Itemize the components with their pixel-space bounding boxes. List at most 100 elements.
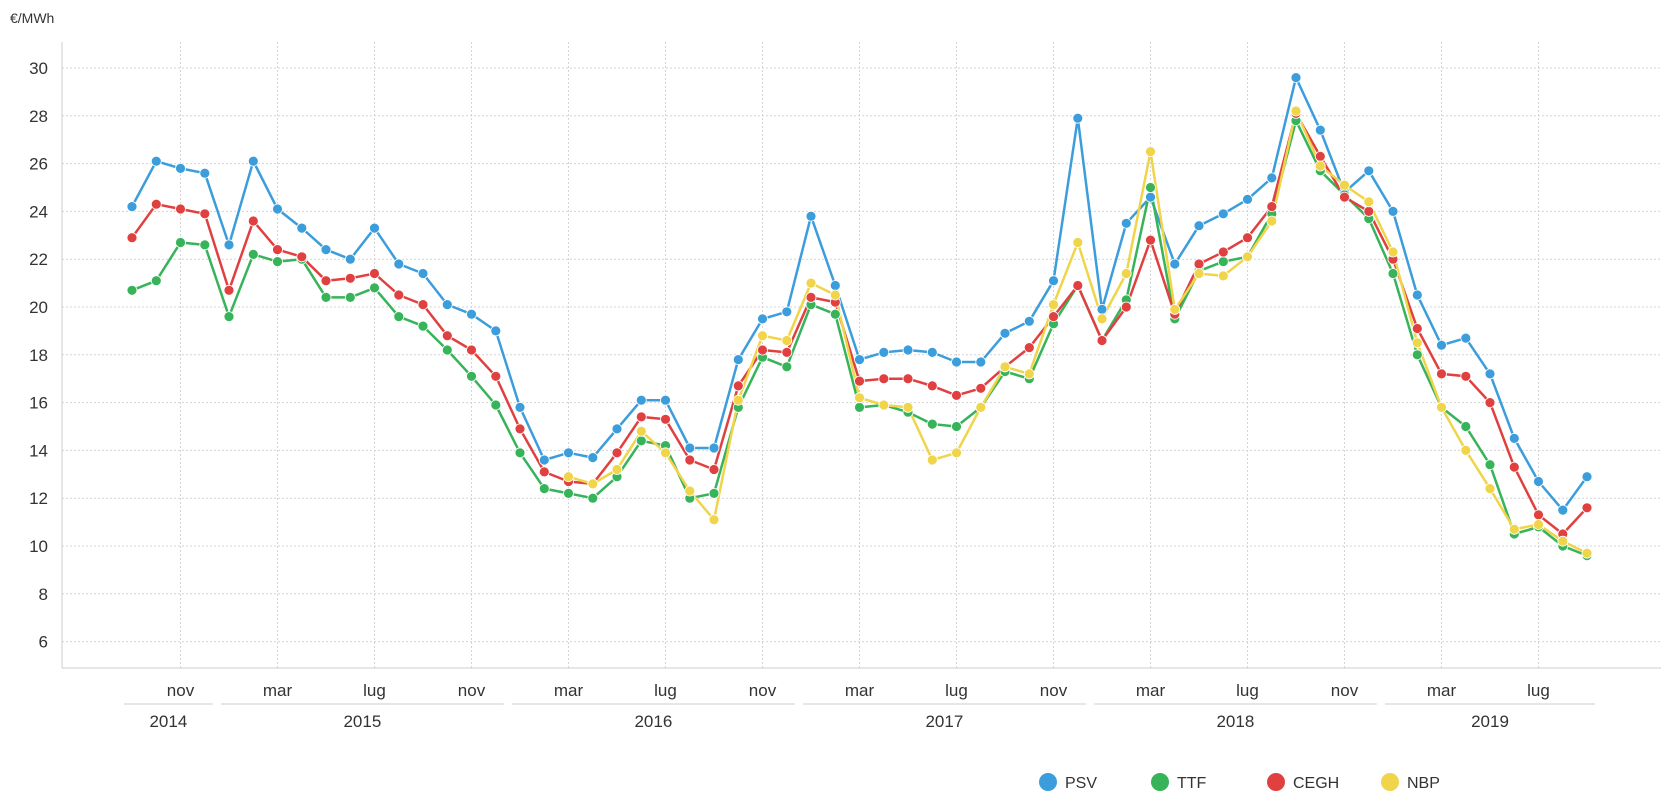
data-point-psv [781,306,793,318]
data-point-nbp [1048,299,1059,311]
y-tick-label: 10 [29,537,48,556]
data-point-psv [1387,205,1399,217]
data-point-ttf [926,418,938,430]
data-point-cegh [1096,335,1108,346]
data-point-nbp [1169,303,1181,315]
data-point-psv [223,239,235,251]
data-point-cegh [1339,191,1350,203]
data-point-nbp [1217,270,1229,282]
data-point-psv [854,354,865,366]
data-point-cegh [417,299,429,311]
data-point-psv [732,354,744,366]
year-label: 2016 [634,712,672,731]
data-point-ttf [854,401,865,413]
x-tick-label: mar [1427,681,1457,700]
data-point-psv [1508,432,1520,444]
data-point-ttf [417,320,429,332]
data-point-ttf [1484,459,1496,471]
y-tick-label: 14 [29,441,48,460]
data-point-nbp [635,425,647,437]
legend-label-nbp: NBP [1407,775,1440,792]
data-point-nbp [1193,268,1205,279]
data-point-cegh [344,272,356,284]
y-tick-label: 18 [29,346,48,365]
data-point-psv [466,308,477,320]
data-point-cegh [320,275,332,287]
x-tick-label: mar [554,681,584,700]
data-point-cegh [126,232,138,244]
legend-marker-ttf [1151,773,1169,791]
data-point-cegh [441,330,453,342]
data-point-psv [1363,165,1375,177]
data-point-psv [951,356,962,368]
data-point-nbp [1145,146,1156,158]
data-point-nbp [1581,547,1593,559]
data-point-psv [175,162,186,174]
data-point-cegh [684,454,696,466]
data-point-ttf [587,492,599,504]
data-point-cegh [1581,502,1593,514]
data-point-psv [1266,172,1278,184]
data-point-cegh [951,389,962,401]
data-point-psv [684,442,696,454]
data-point-cegh [1533,509,1544,521]
data-point-psv [829,280,841,291]
data-point-ttf [150,275,162,287]
data-point-psv [878,346,890,358]
data-point-psv [1145,191,1156,203]
data-point-psv [1557,504,1569,516]
data-point-cegh [1266,201,1278,213]
data-point-psv [611,423,623,435]
y-tick-label: 16 [29,394,48,413]
data-point-psv [805,210,817,222]
x-tick-label: mar [263,681,293,700]
data-point-psv [1533,476,1544,487]
data-point-nbp [829,289,841,301]
data-point-cegh [1484,397,1496,409]
data-point-psv [660,394,671,406]
data-point-psv [1460,332,1472,344]
x-tick-label: mar [845,681,875,700]
data-point-nbp [1411,337,1423,349]
data-point-nbp [611,464,623,475]
data-point-nbp [926,454,938,466]
x-tick-label: nov [1331,681,1359,700]
legend-marker-nbp [1381,773,1399,791]
data-point-cegh [781,346,793,358]
data-point-nbp [902,401,914,413]
x-tick-label: lug [1527,681,1550,700]
data-point-psv [247,155,259,167]
data-point-cegh [1145,234,1156,246]
data-point-nbp [1436,401,1447,413]
data-point-cegh [466,344,477,356]
data-point-psv [320,244,332,256]
data-point-cegh [708,464,720,475]
data-point-nbp [975,401,987,413]
y-tick-label: 22 [29,250,48,269]
legend-label-psv: PSV [1065,775,1097,792]
legend-marker-cegh [1267,773,1285,791]
data-point-ttf [1411,349,1423,361]
data-point-nbp [1266,215,1278,227]
data-point-psv [393,258,405,270]
data-point-psv [369,222,380,234]
y-tick-label: 24 [29,202,48,221]
legend-label-ttf: TTF [1177,775,1207,792]
data-point-ttf [563,487,574,499]
data-point-psv [1072,112,1084,124]
year-label: 2017 [925,712,963,731]
x-tick-label: nov [1040,681,1068,700]
data-point-cegh [490,370,502,382]
x-tick-label: nov [458,681,486,700]
data-point-ttf [344,291,356,303]
data-point-nbp [1242,251,1253,263]
data-point-ttf [1460,421,1472,432]
data-point-ttf [441,344,453,356]
data-point-psv [708,442,720,454]
data-point-nbp [732,394,744,406]
data-point-psv [635,394,647,406]
data-point-nbp [757,330,768,342]
data-point-cegh [1120,301,1132,313]
data-point-psv [514,401,526,413]
data-point-cegh [732,380,744,392]
